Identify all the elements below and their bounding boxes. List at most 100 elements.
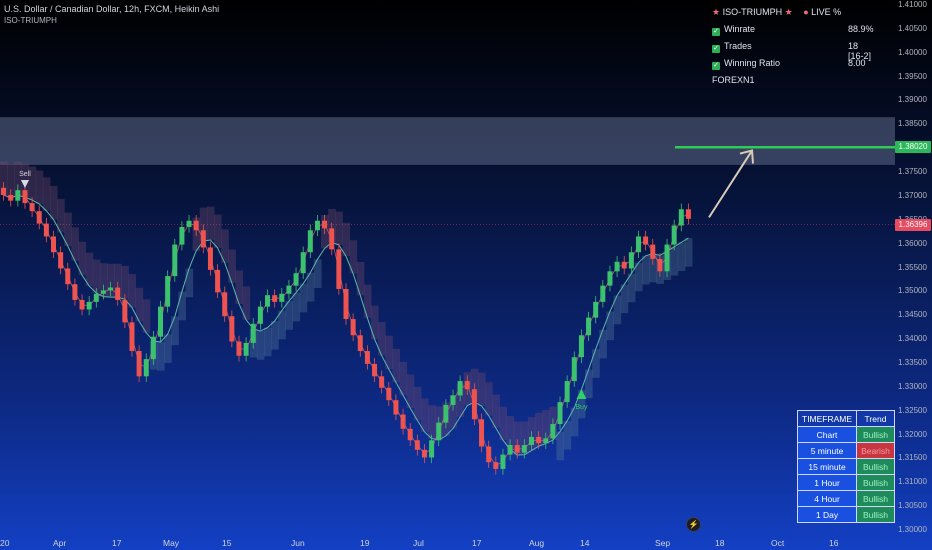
price-tick-label: 1.39500 xyxy=(898,71,927,81)
star-icon: ★ xyxy=(784,7,793,17)
price-lines-layer xyxy=(0,145,895,226)
checkbox-icon: ✓ xyxy=(712,45,720,53)
trend-cloud-segment xyxy=(228,249,236,283)
candle xyxy=(158,300,164,343)
trend-cloud-segment xyxy=(292,292,301,322)
trend-cloud-segment xyxy=(670,246,679,276)
candle xyxy=(129,316,135,357)
candle-body xyxy=(136,351,142,377)
candle-body xyxy=(314,220,320,231)
trend-cloud-segment xyxy=(428,405,436,439)
candle-body xyxy=(286,285,292,294)
table-header: Trend xyxy=(856,410,895,427)
table-row: 1 Hour Bullish xyxy=(796,474,895,491)
price-tick-label: 1.41000 xyxy=(898,0,927,9)
trend-cloud-segment xyxy=(221,229,229,263)
trend-cloud-segment xyxy=(563,420,572,450)
trend-cloud-segment xyxy=(214,214,222,248)
trend-cloud-segment xyxy=(64,212,72,247)
trend-cloud-segment xyxy=(592,349,600,378)
candle xyxy=(386,382,392,406)
candle-body xyxy=(272,295,278,302)
trend-cloud-segment xyxy=(156,342,165,371)
candle xyxy=(314,215,320,236)
candle-body xyxy=(643,236,649,245)
trend-cloud-segment xyxy=(499,406,508,441)
candle-body xyxy=(58,252,64,269)
trend-cloud-segment xyxy=(599,329,607,359)
trend-cloud-segment xyxy=(613,295,622,325)
trend-cloud-segment xyxy=(114,263,122,298)
trend-cloud-segment xyxy=(128,274,137,308)
time-tick-label: 19 xyxy=(360,538,370,548)
buy-signal-marker[interactable] xyxy=(576,388,587,399)
trend-cloud-segment xyxy=(584,369,593,399)
candle xyxy=(379,370,385,394)
trend-cloud-segment xyxy=(677,242,686,271)
candle xyxy=(621,256,627,275)
candle xyxy=(43,217,49,243)
candle-body xyxy=(186,220,192,227)
trend-cloud-segment xyxy=(242,286,251,320)
trend-cloud-segment xyxy=(107,263,115,298)
checkbox-icon: ✓ xyxy=(712,28,720,36)
sell-signal-marker[interactable] xyxy=(20,179,29,188)
table-row: Chart Bullish xyxy=(796,426,895,443)
trend-cloud-segment xyxy=(271,321,279,350)
trend-cell: Bullish xyxy=(856,490,895,507)
candle-body xyxy=(443,404,449,423)
candle xyxy=(350,313,356,341)
candle-body xyxy=(400,414,406,429)
timeframe-cell: 1 Day xyxy=(796,506,858,523)
candle-body xyxy=(207,247,213,270)
trend-cloud-segment xyxy=(542,410,550,444)
trend-cloud-segment xyxy=(306,272,315,302)
candle xyxy=(236,335,242,362)
indicator-name: ISO-TRIUMPH xyxy=(4,16,57,25)
price-tick-label: 1.30000 xyxy=(898,525,927,534)
candle xyxy=(222,286,228,322)
candle xyxy=(193,215,199,236)
trend-cloud-segment xyxy=(335,211,343,245)
candle-body xyxy=(536,436,542,444)
timeframe-cell: 5 minute xyxy=(796,442,858,459)
candle xyxy=(293,267,299,292)
candle xyxy=(179,221,185,251)
candle xyxy=(364,345,370,370)
candle-body xyxy=(72,284,78,300)
table-row: 4 Hour Bullish xyxy=(796,490,895,507)
price-tick-label: 1.31500 xyxy=(898,453,927,463)
trend-cloud-segment xyxy=(506,416,515,450)
candle-body xyxy=(685,209,691,219)
trend-cloud-segment xyxy=(14,161,22,196)
candle xyxy=(593,296,599,324)
stats-label: Winning Ratio xyxy=(724,58,781,68)
trend-cloud-segment xyxy=(492,394,500,428)
candle-body xyxy=(350,319,356,336)
price-tick-label: 1.38500 xyxy=(898,119,927,129)
tradingview-logo-icon[interactable]: ⚡ xyxy=(686,517,701,532)
candle xyxy=(122,294,128,329)
trend-cloud-segment xyxy=(99,263,108,297)
sell-signal-label: Sell xyxy=(19,171,31,178)
timeframe-cell: 15 minute xyxy=(796,458,858,475)
stats-label: Trades xyxy=(724,41,752,51)
candle xyxy=(607,265,613,292)
candle xyxy=(600,279,606,308)
projection-arrow[interactable] xyxy=(708,150,753,218)
trend-cloud-segment xyxy=(85,252,94,287)
trend-cloud-segment xyxy=(684,238,693,267)
trend-cloud-segment xyxy=(28,166,37,201)
candle-body xyxy=(329,228,335,250)
timeframe-trend-table: TIMEFRAME Trend Chart Bullish 5 minute B… xyxy=(796,410,895,523)
indicator-legend[interactable]: ISO-TRIUMPH xyxy=(4,16,57,25)
trend-cloud-segment xyxy=(363,284,372,318)
trend-cloud-segment xyxy=(449,395,458,429)
trend-cloud-segment xyxy=(627,273,636,303)
candle xyxy=(86,296,92,316)
trend-cloud-segment xyxy=(577,389,586,419)
trend-cloud-segment xyxy=(556,431,565,461)
candle-body xyxy=(193,220,199,231)
trend-cloud-segment xyxy=(0,161,8,195)
